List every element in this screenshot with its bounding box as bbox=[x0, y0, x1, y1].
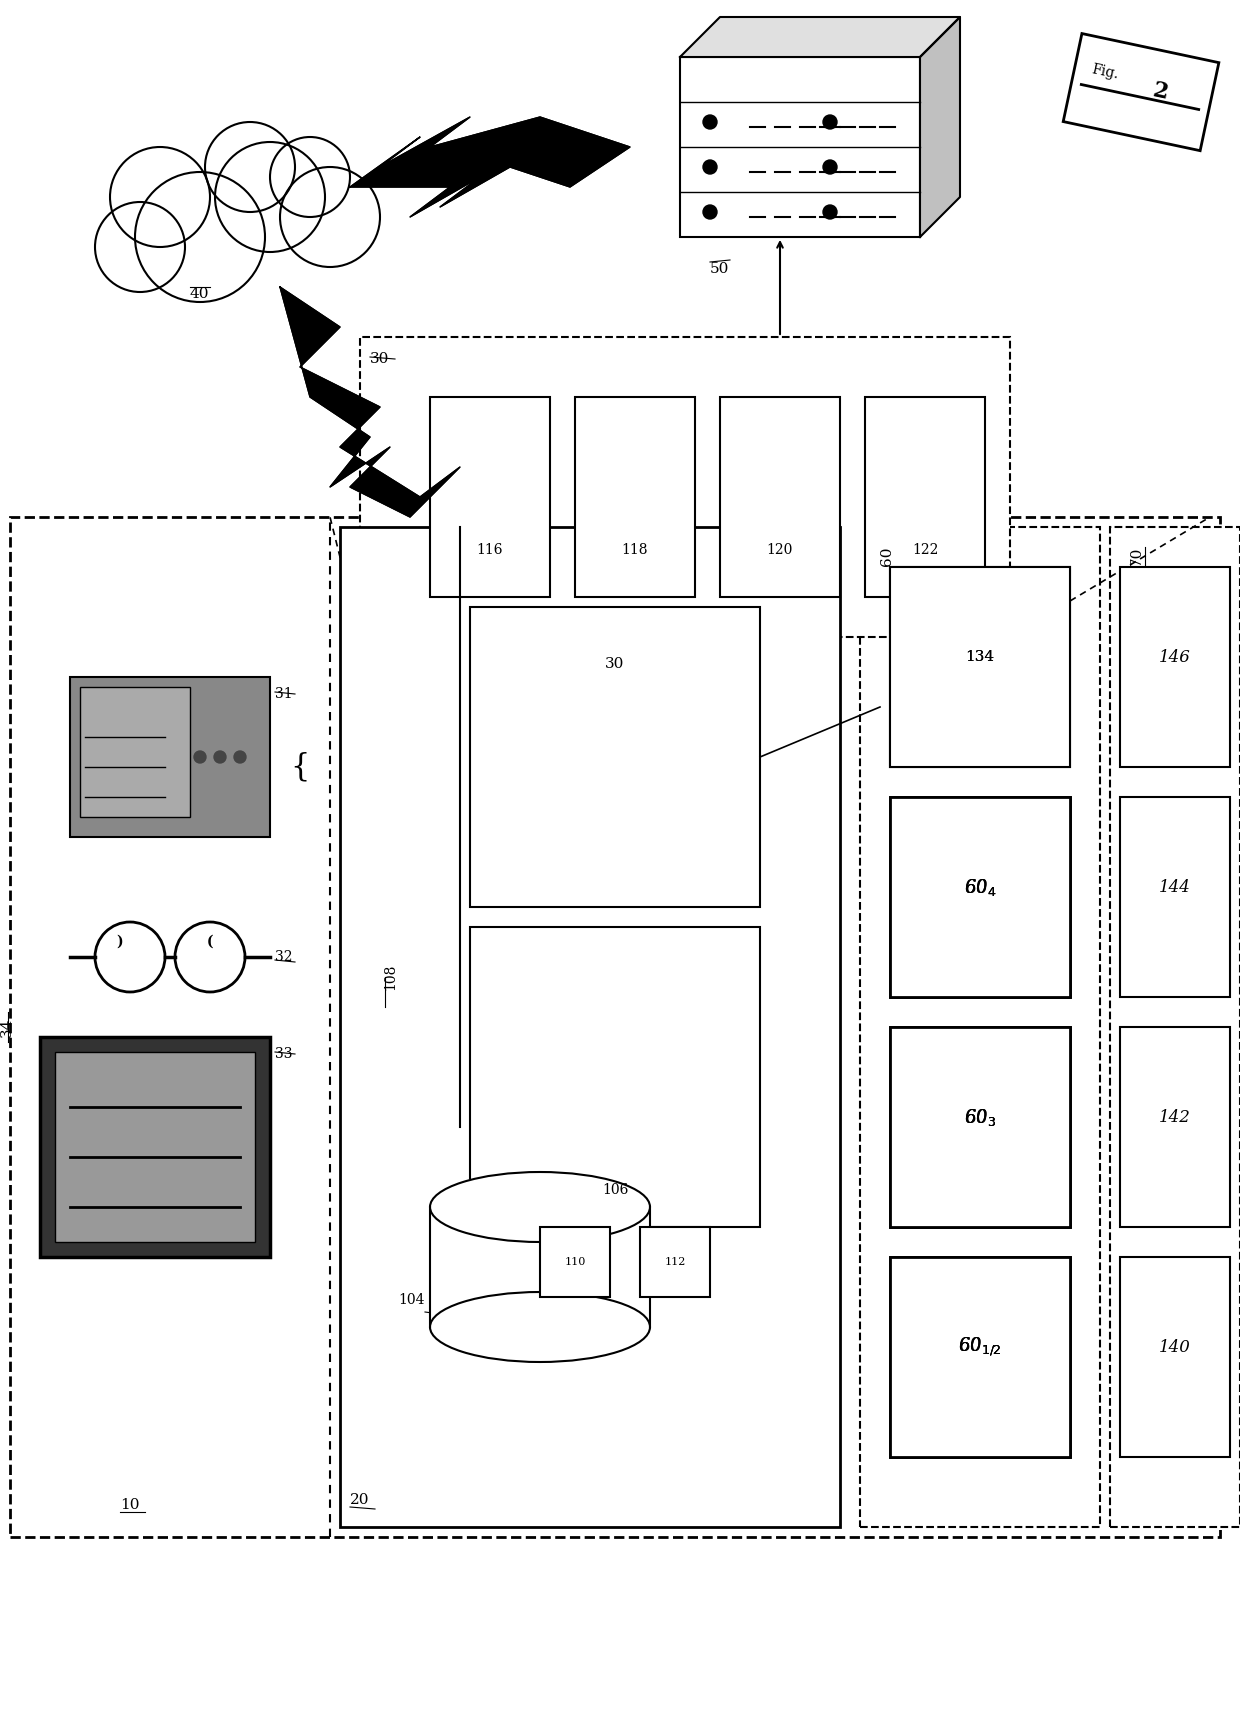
Polygon shape bbox=[430, 1207, 650, 1327]
Polygon shape bbox=[920, 17, 960, 237]
Polygon shape bbox=[430, 1207, 650, 1327]
Bar bbox=[1120, 1257, 1230, 1458]
Text: 60$_4$: 60$_4$ bbox=[963, 876, 996, 898]
Bar bbox=[680, 57, 920, 237]
Polygon shape bbox=[680, 17, 960, 57]
Text: 144: 144 bbox=[1159, 879, 1190, 896]
Text: 60$_3$: 60$_3$ bbox=[963, 1106, 996, 1128]
Circle shape bbox=[703, 115, 717, 129]
Circle shape bbox=[823, 115, 837, 129]
Text: 134: 134 bbox=[966, 651, 994, 664]
Text: 60: 60 bbox=[880, 548, 894, 567]
Text: 146: 146 bbox=[1159, 649, 1190, 666]
Ellipse shape bbox=[430, 1173, 650, 1241]
Bar bbox=[890, 797, 1070, 998]
Circle shape bbox=[823, 204, 837, 220]
Bar bbox=[81, 687, 190, 817]
Bar bbox=[430, 397, 551, 598]
Circle shape bbox=[193, 750, 206, 762]
Polygon shape bbox=[280, 287, 460, 517]
Bar bbox=[890, 1257, 1070, 1458]
Polygon shape bbox=[350, 117, 630, 216]
Text: 108: 108 bbox=[383, 963, 397, 991]
Text: 112: 112 bbox=[665, 1257, 686, 1267]
Text: 31: 31 bbox=[275, 687, 293, 701]
Text: 106: 106 bbox=[601, 1183, 629, 1197]
Circle shape bbox=[215, 143, 325, 252]
Text: 30: 30 bbox=[370, 352, 389, 366]
Text: 120: 120 bbox=[766, 543, 794, 556]
Bar bbox=[55, 1053, 255, 1241]
Bar bbox=[10, 517, 1220, 1537]
Circle shape bbox=[205, 122, 295, 211]
Text: 10: 10 bbox=[120, 1497, 140, 1513]
Bar bbox=[1110, 527, 1240, 1526]
Bar bbox=[866, 397, 985, 598]
Circle shape bbox=[703, 160, 717, 173]
Text: 60$_{1/2}$: 60$_{1/2}$ bbox=[959, 1336, 1002, 1358]
Bar bbox=[340, 527, 839, 1526]
Circle shape bbox=[234, 750, 246, 762]
Text: (: ( bbox=[207, 936, 213, 950]
Text: 118: 118 bbox=[621, 543, 649, 556]
Bar bbox=[575, 397, 694, 598]
Text: 60$_{1/2}$: 60$_{1/2}$ bbox=[959, 1336, 1002, 1358]
Circle shape bbox=[135, 172, 265, 302]
Text: 60$_4$: 60$_4$ bbox=[963, 876, 996, 898]
Bar bbox=[360, 337, 1011, 637]
Text: 32: 32 bbox=[275, 950, 293, 963]
Bar bbox=[1120, 797, 1230, 998]
Ellipse shape bbox=[430, 1291, 650, 1362]
Bar bbox=[890, 1027, 1070, 1228]
Bar bbox=[890, 567, 1070, 767]
Bar bbox=[890, 567, 1070, 767]
Text: 104: 104 bbox=[398, 1293, 425, 1307]
Bar bbox=[1120, 567, 1230, 767]
Ellipse shape bbox=[95, 922, 165, 992]
Text: 134: 134 bbox=[966, 651, 994, 664]
Circle shape bbox=[823, 160, 837, 173]
Bar bbox=[861, 527, 1100, 1526]
Text: 116: 116 bbox=[476, 543, 503, 556]
Text: 40: 40 bbox=[190, 287, 210, 300]
Bar bbox=[539, 1228, 610, 1296]
Circle shape bbox=[280, 167, 379, 268]
Ellipse shape bbox=[175, 922, 246, 992]
Bar bbox=[640, 1228, 711, 1296]
Text: 2: 2 bbox=[1149, 79, 1169, 105]
Text: 122: 122 bbox=[911, 543, 939, 556]
Text: 110: 110 bbox=[564, 1257, 585, 1267]
Text: 60$_3$: 60$_3$ bbox=[963, 1106, 996, 1128]
Bar bbox=[40, 1037, 270, 1257]
Text: 60$_{1/2}$: 60$_{1/2}$ bbox=[959, 1336, 1002, 1358]
Bar bbox=[890, 1027, 1070, 1228]
Text: 33: 33 bbox=[275, 1047, 293, 1061]
Bar bbox=[890, 797, 1070, 998]
Bar bbox=[470, 608, 760, 907]
Text: 70: 70 bbox=[1130, 548, 1145, 567]
Text: 50: 50 bbox=[711, 263, 729, 276]
Bar bbox=[470, 927, 760, 1228]
Circle shape bbox=[110, 148, 210, 247]
Bar bbox=[69, 676, 270, 836]
Text: {: { bbox=[290, 752, 310, 783]
Text: 60$_3$: 60$_3$ bbox=[963, 1106, 996, 1128]
Text: 140: 140 bbox=[1159, 1339, 1190, 1355]
Text: 142: 142 bbox=[1159, 1109, 1190, 1126]
Circle shape bbox=[270, 137, 350, 216]
Bar bbox=[1120, 1027, 1230, 1228]
Text: ): ) bbox=[117, 936, 123, 950]
Text: 20: 20 bbox=[350, 1494, 370, 1508]
Text: 60$_4$: 60$_4$ bbox=[963, 876, 996, 898]
Circle shape bbox=[215, 750, 226, 762]
Bar bbox=[720, 397, 839, 598]
Bar bbox=[1063, 34, 1219, 151]
Circle shape bbox=[703, 204, 717, 220]
Text: 34: 34 bbox=[0, 1016, 14, 1037]
Text: 30: 30 bbox=[605, 658, 625, 671]
Circle shape bbox=[95, 203, 185, 292]
Bar bbox=[890, 1257, 1070, 1458]
Text: Fig.: Fig. bbox=[1090, 62, 1120, 82]
